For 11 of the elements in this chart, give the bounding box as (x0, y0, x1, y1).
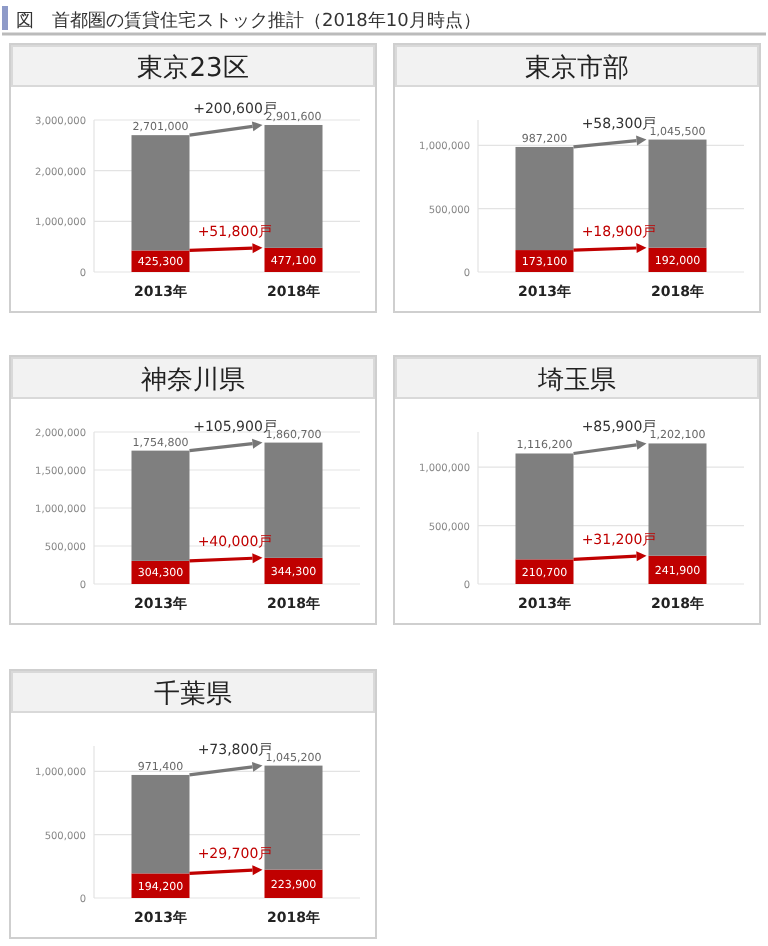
text: 図 首都圏の賃貸住宅ストック推計（2018年10月時点） (16, 10, 481, 32)
bar (131, 774, 190, 874)
chart-title: 千葉県 (154, 680, 232, 710)
chart-title: 神奈川県 (141, 366, 245, 396)
chart-title: 埼玉県 (536, 366, 616, 396)
bar (515, 146, 574, 251)
bar (131, 135, 190, 251)
chart-title: 東京市部 (525, 54, 629, 84)
bar (131, 450, 190, 561)
bar (515, 453, 574, 560)
chart-title: 東京23区 (137, 54, 249, 84)
